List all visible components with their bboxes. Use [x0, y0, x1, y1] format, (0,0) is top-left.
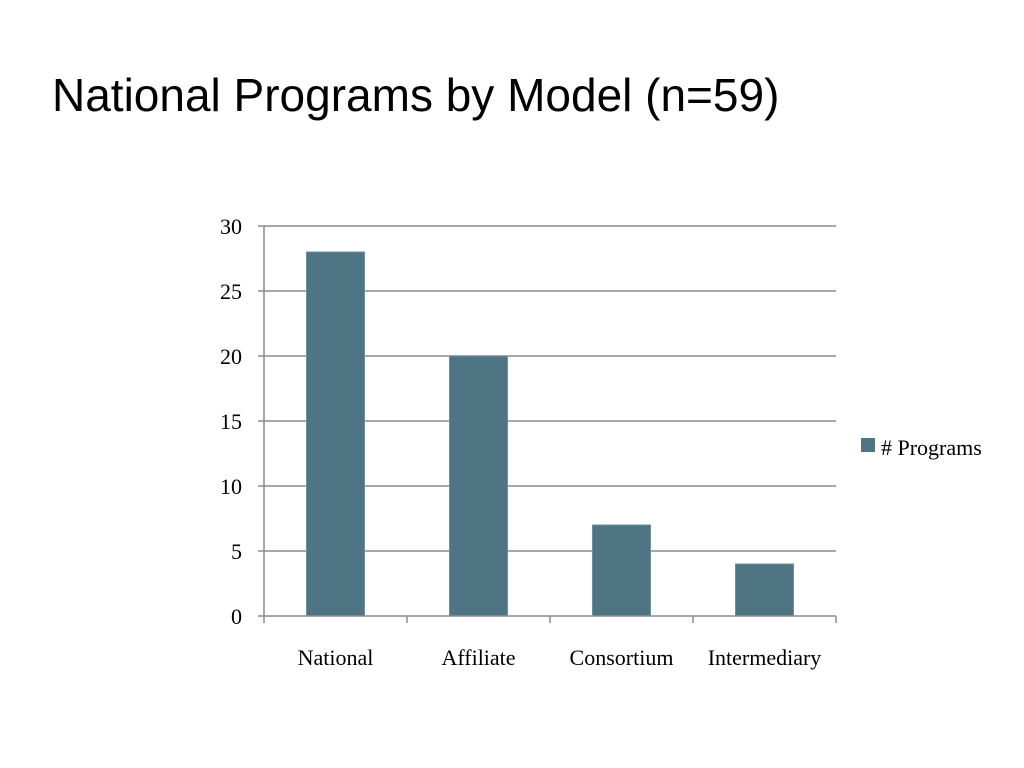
- legend: # Programs: [861, 435, 982, 460]
- slide-title: National Programs by Model (n=59): [52, 69, 780, 121]
- legend-swatch: [861, 438, 875, 452]
- y-tick-label: 20: [220, 344, 242, 369]
- bar: [449, 355, 508, 617]
- legend-label: # Programs: [881, 435, 982, 460]
- x-tick-label: Affiliate: [441, 645, 515, 670]
- x-tick-label: Intermediary: [708, 645, 822, 670]
- y-tick-labels: 0 5 10 15 20 25 30: [220, 214, 242, 629]
- y-tick-label: 0: [231, 604, 242, 629]
- x-tick-labels: National Affiliate Consortium Intermediary: [298, 645, 822, 670]
- bar: [306, 251, 365, 617]
- bars: [306, 251, 794, 617]
- axes: [258, 225, 837, 623]
- y-tick-label: 25: [220, 279, 242, 304]
- x-tick-label: Consortium: [570, 645, 674, 670]
- x-tick-label: National: [298, 645, 374, 670]
- bar: [735, 563, 794, 617]
- bar: [592, 524, 651, 617]
- y-tick-label: 10: [220, 474, 242, 499]
- y-tick-label: 30: [220, 214, 242, 239]
- y-tick-label: 15: [220, 409, 242, 434]
- y-tick-label: 5: [231, 539, 242, 564]
